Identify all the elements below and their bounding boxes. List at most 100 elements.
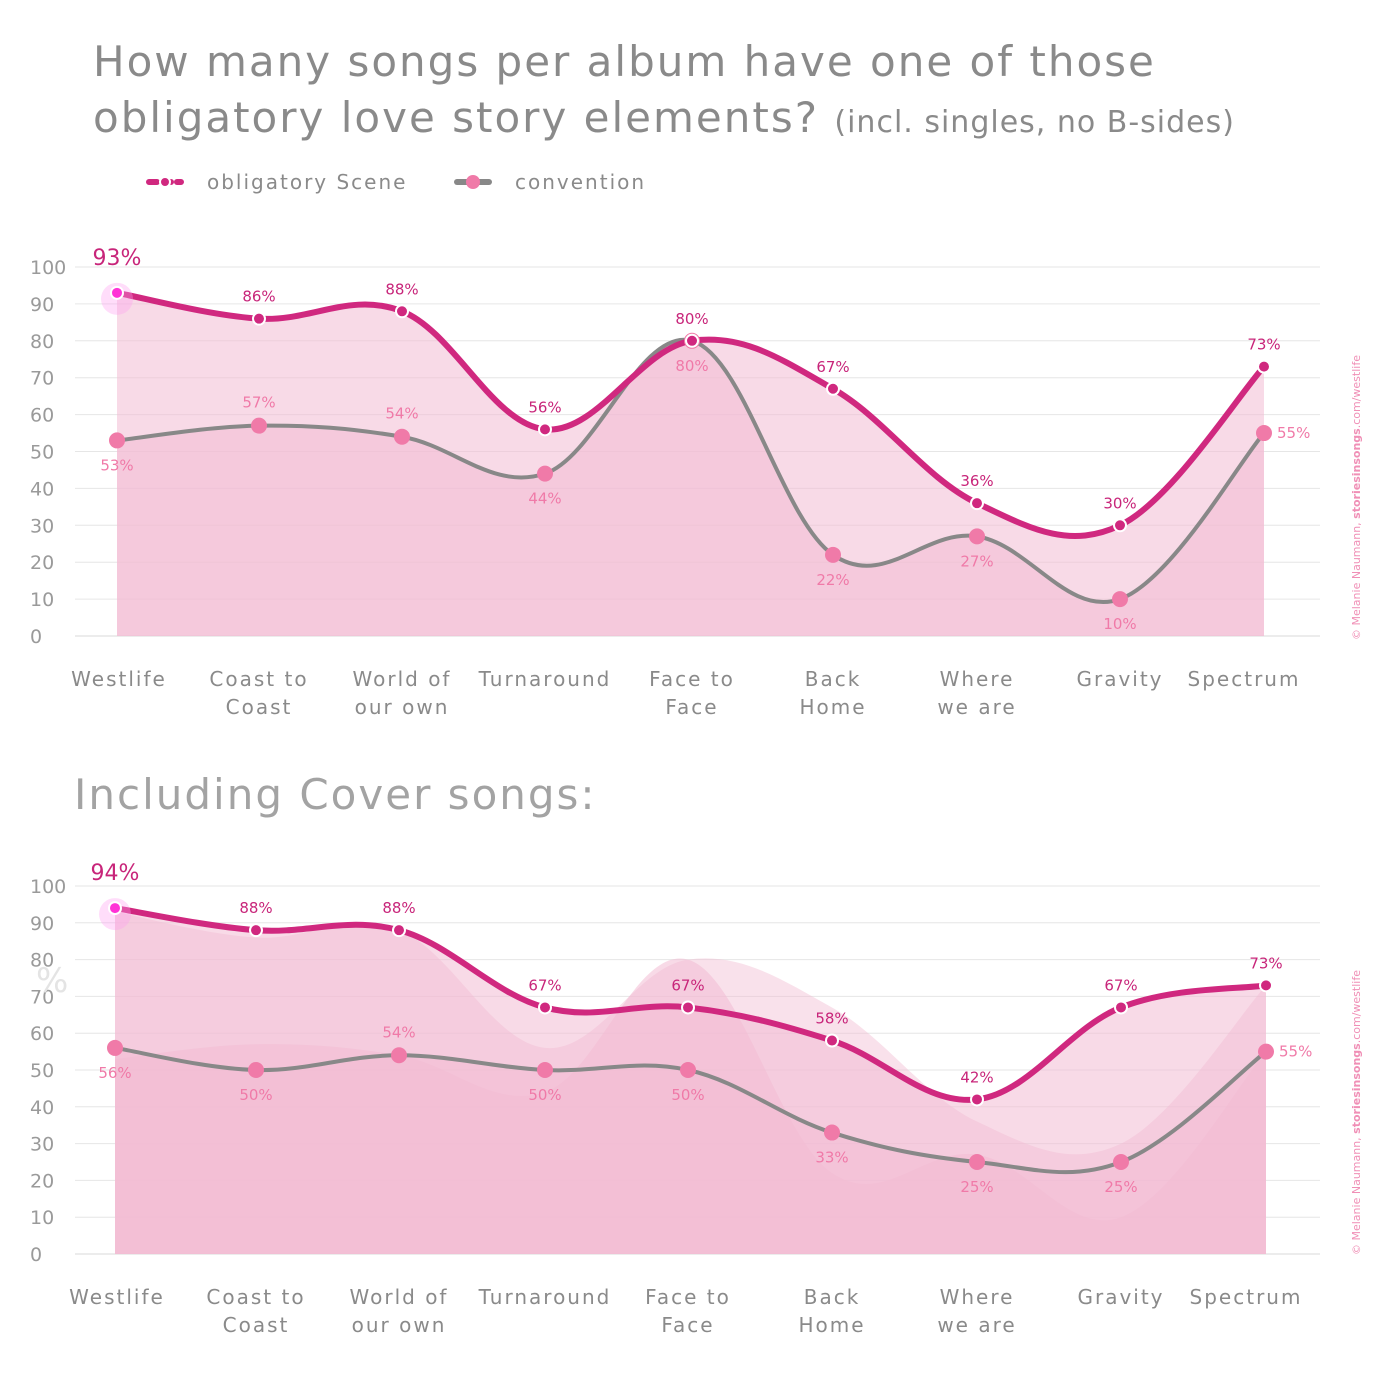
legend-convention-label: convention: [515, 170, 647, 194]
data-label-convention: 44%: [528, 490, 561, 508]
data-label-scene: 67%: [1104, 976, 1137, 994]
point-convention: [1112, 591, 1128, 608]
point-scene: [1257, 359, 1271, 374]
data-label-convention: 54%: [385, 405, 418, 423]
credit-prefix: © Melanie Naumann,: [1350, 1133, 1363, 1255]
point-scene: [685, 333, 699, 348]
x-category-label: Back: [804, 1285, 861, 1309]
x-category-label: Face to: [649, 667, 735, 691]
x-category-label: Gravity: [1077, 1285, 1164, 1309]
credit-top: © Melanie Naumann, storiesinsongs.com/we…: [1350, 355, 1363, 640]
y-tick-label: 40: [30, 1097, 54, 1119]
y-tick-label: 40: [30, 478, 54, 500]
x-category-label: Westlife: [71, 667, 167, 691]
x-category-label: our own: [352, 1313, 447, 1337]
x-category-label: Coast to: [209, 667, 308, 691]
point-convention: [394, 428, 410, 445]
chart-without-covers: 0 10 20 30 40 50 60 70 80 90 100 53% 57% 54% 44% 80% 22%…: [30, 246, 1320, 719]
data-label-convention: 50%: [671, 1086, 704, 1104]
data-label-scene: 67%: [528, 976, 561, 994]
data-label-scene: 93%: [93, 246, 142, 271]
point-scene: [538, 422, 552, 437]
point-convention: [969, 1154, 985, 1170]
point-convention: [537, 1062, 553, 1078]
data-label-convention: 22%: [816, 571, 849, 589]
area-convention: [117, 339, 1264, 636]
y-tick-label: 20: [30, 552, 54, 574]
x-category-label: Turnaround: [478, 1285, 612, 1309]
y-tick-label: 80: [30, 331, 54, 353]
point-scene: [1113, 518, 1127, 533]
point-scene: [108, 901, 122, 916]
data-label-scene: 56%: [528, 398, 561, 416]
y-tick-label: 30: [30, 1134, 54, 1156]
section-subtitle: Including Cover songs:: [74, 770, 597, 819]
x-category-label: Face to: [645, 1285, 731, 1309]
x-category-label: Westlife: [69, 1285, 165, 1309]
data-label-scene: 88%: [382, 899, 415, 917]
point-scene: [970, 1092, 984, 1107]
data-label-scene: 30%: [1103, 494, 1136, 512]
point-convention: [107, 1039, 123, 1056]
x-category-label: Spectrum: [1188, 667, 1301, 691]
x-category-label: Spectrum: [1190, 1285, 1303, 1309]
data-label-scene: 80%: [675, 310, 708, 328]
y-tick-label: 90: [30, 294, 54, 316]
x-category-label: Home: [799, 695, 866, 719]
point-convention: [1258, 1043, 1274, 1060]
y-tick-label: 60: [30, 405, 54, 427]
point-scene: [825, 1033, 839, 1048]
credit-suffix: .com/westlife: [1350, 970, 1363, 1044]
point-scene: [826, 381, 840, 396]
x-category-label: Turnaround: [478, 667, 612, 691]
data-label-scene: 88%: [385, 280, 418, 298]
data-label-scene: 73%: [1249, 954, 1282, 972]
x-category-label: Gravity: [1076, 667, 1163, 691]
point-convention: [825, 546, 841, 563]
y-tick-label: 60: [30, 1023, 54, 1045]
y-tick-label: 100: [30, 876, 66, 898]
chart-title-note: (incl. singles, no B-sides): [834, 105, 1235, 140]
y-tick-label: 90: [30, 913, 54, 935]
data-label-convention: 57%: [242, 394, 275, 412]
point-convention: [248, 1062, 264, 1078]
credit-suffix: .com/westlife: [1350, 355, 1363, 429]
y-tick-label: 100: [30, 257, 66, 279]
x-category-label: Coast to: [206, 1285, 305, 1309]
data-label-convention: 27%: [960, 552, 993, 570]
credit-bottom: © Melanie Naumann, storiesinsongs.com/we…: [1350, 970, 1363, 1255]
data-label-scene: 86%: [242, 288, 275, 306]
x-category-label: World of: [353, 667, 452, 691]
point-scene: [110, 285, 124, 300]
x-category-label: Face: [661, 1313, 714, 1337]
point-scene: [392, 923, 406, 938]
data-label-scene: 67%: [816, 358, 849, 376]
point-convention: [969, 528, 985, 545]
y-tick-label: 30: [30, 515, 54, 537]
point-scene: [249, 923, 263, 938]
y-tick-label: 70: [30, 986, 54, 1008]
point-scene: [681, 1000, 695, 1015]
y-tick-label: 10: [30, 589, 54, 611]
x-category-label: Home: [798, 1313, 865, 1337]
data-label-scene: 94%: [91, 861, 140, 886]
chart-title-main: How many songs per album have one of tho…: [93, 37, 1156, 142]
point-scene: [1259, 978, 1273, 993]
credit-site: storiesinsongs: [1350, 1043, 1363, 1134]
x-category-label: Where: [940, 1285, 1015, 1309]
point-convention: [537, 465, 553, 482]
y-tick-label: 50: [30, 1060, 54, 1082]
x-category-label: our own: [355, 695, 450, 719]
x-category-label: Where: [940, 667, 1015, 691]
data-label-convention: 80%: [675, 357, 708, 375]
data-label-convention: 33%: [815, 1149, 848, 1167]
x-category-label: Coast: [223, 1313, 290, 1337]
point-scene: [538, 1000, 552, 1015]
point-convention: [680, 1062, 696, 1078]
point-convention: [1256, 425, 1272, 442]
y-tick-label: 50: [30, 442, 54, 464]
y-tick-label: 80: [30, 950, 54, 972]
data-label-scene: 73%: [1247, 336, 1280, 354]
point-scene: [395, 304, 409, 319]
